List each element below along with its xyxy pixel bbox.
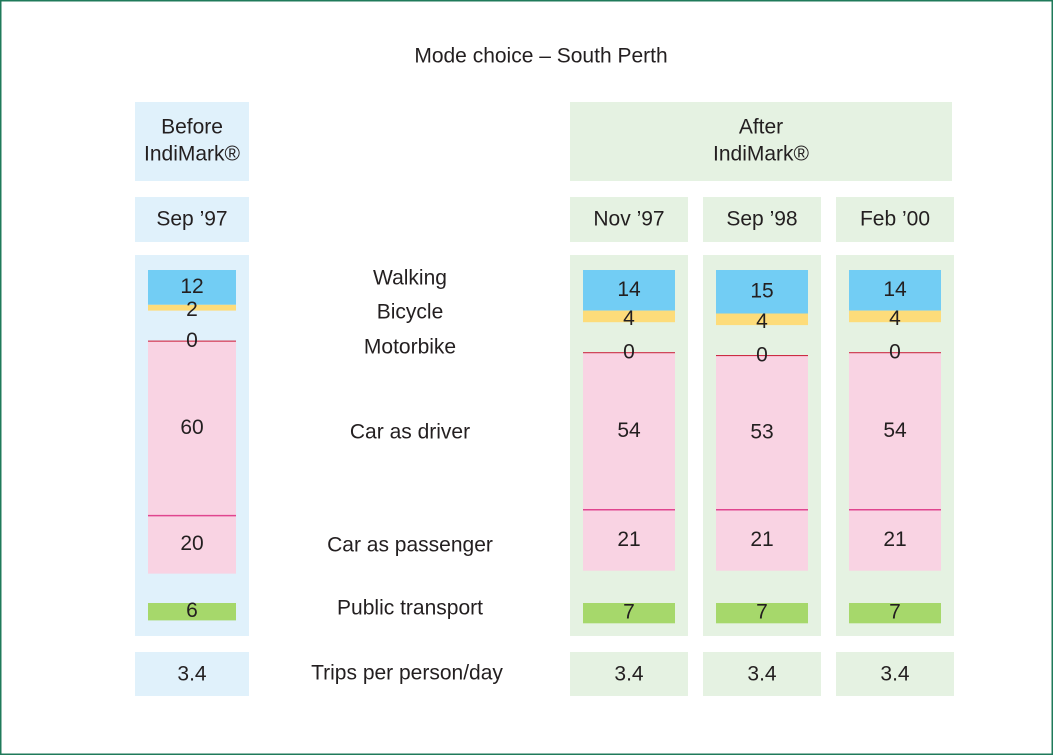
category-label: Sep ’97 bbox=[156, 208, 227, 231]
value-label: 2 bbox=[186, 298, 198, 321]
value-label: 0 bbox=[756, 344, 768, 367]
value-label: 21 bbox=[617, 528, 640, 551]
date-box bbox=[836, 197, 954, 242]
group-header: IndiMark® bbox=[144, 143, 241, 166]
bar-segment bbox=[716, 356, 808, 510]
value-label: 7 bbox=[623, 601, 635, 624]
category-label: Sep ’98 bbox=[726, 208, 797, 231]
trips-box bbox=[703, 652, 821, 696]
trips-value: 3.4 bbox=[880, 663, 910, 686]
bar-segment bbox=[583, 509, 675, 571]
trips-box bbox=[570, 652, 688, 696]
trips-box bbox=[836, 652, 954, 696]
bar-segment bbox=[849, 509, 941, 571]
value-label: 54 bbox=[883, 419, 907, 442]
bar-segment bbox=[716, 313, 808, 326]
value-label: 0 bbox=[623, 341, 635, 364]
bar-segment bbox=[583, 353, 675, 510]
value-label: 15 bbox=[750, 279, 773, 302]
value-label: 21 bbox=[750, 528, 773, 551]
group-header: Before bbox=[161, 116, 223, 139]
value-label: 0 bbox=[186, 329, 198, 352]
bar-segment bbox=[849, 353, 941, 510]
trips-value: 3.4 bbox=[747, 663, 777, 686]
bar-segment bbox=[583, 310, 675, 323]
bar-segment bbox=[583, 270, 675, 311]
value-label: 14 bbox=[883, 278, 907, 301]
legend-label: Car as passenger bbox=[327, 534, 493, 557]
value-label: 14 bbox=[617, 278, 641, 301]
bar-segment bbox=[849, 603, 941, 624]
value-label: 4 bbox=[623, 307, 635, 330]
bar-segment bbox=[849, 270, 941, 311]
value-label: 12 bbox=[180, 275, 203, 298]
value-label: 54 bbox=[617, 419, 641, 442]
bar-segment bbox=[148, 515, 236, 574]
category-label: Nov ’97 bbox=[593, 208, 664, 231]
bar-segment bbox=[583, 603, 675, 624]
legend-label: Public transport bbox=[337, 597, 483, 620]
value-label: 7 bbox=[889, 601, 901, 624]
trips-value: 3.4 bbox=[177, 663, 207, 686]
bar-segment bbox=[716, 509, 808, 571]
bar-segment bbox=[716, 270, 808, 314]
value-label: 60 bbox=[180, 416, 203, 439]
group-header-box bbox=[570, 102, 952, 181]
legend-label: Bicycle bbox=[377, 301, 444, 324]
value-label: 4 bbox=[889, 307, 901, 330]
trips-label: Trips per person/day bbox=[311, 662, 503, 685]
value-label: 53 bbox=[750, 420, 773, 443]
group-header-box bbox=[135, 102, 249, 181]
value-label: 7 bbox=[756, 601, 768, 624]
date-box bbox=[703, 197, 821, 242]
bar-segment bbox=[148, 270, 236, 305]
bar-segment bbox=[716, 603, 808, 624]
legend-label: Walking bbox=[373, 267, 447, 290]
value-label: 20 bbox=[180, 532, 203, 555]
value-label: 0 bbox=[889, 341, 901, 364]
date-box bbox=[570, 197, 688, 242]
group-header: IndiMark® bbox=[713, 143, 810, 166]
chart-title: Mode choice – South Perth bbox=[414, 45, 667, 68]
bar-segment bbox=[148, 304, 236, 311]
bar-segment bbox=[148, 603, 236, 621]
date-box bbox=[135, 197, 249, 242]
value-label: 4 bbox=[756, 310, 768, 333]
legend-label: Motorbike bbox=[364, 336, 456, 359]
legend-label: Car as driver bbox=[350, 421, 470, 444]
bar-segment bbox=[849, 310, 941, 323]
value-label: 21 bbox=[883, 528, 906, 551]
trips-value: 3.4 bbox=[614, 663, 644, 686]
trips-box bbox=[135, 652, 249, 696]
group-header: After bbox=[739, 116, 783, 139]
value-label: 6 bbox=[186, 599, 198, 622]
category-label: Feb ’00 bbox=[860, 208, 930, 231]
bar-segment bbox=[148, 341, 236, 516]
